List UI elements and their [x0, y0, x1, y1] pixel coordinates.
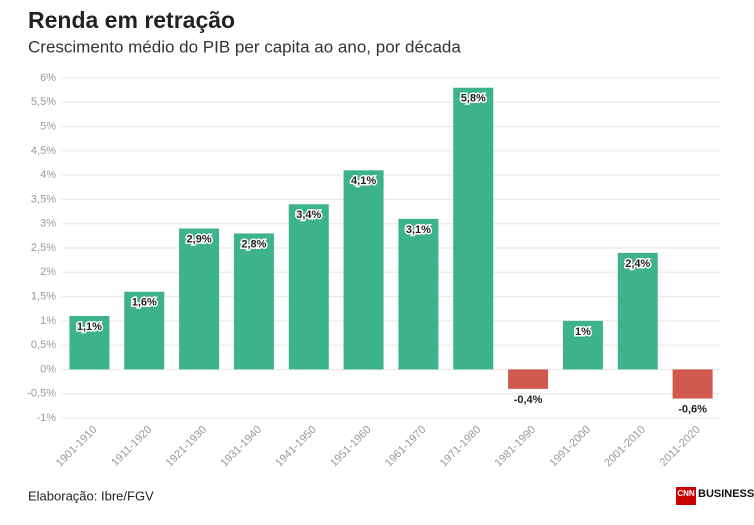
logo-section: BUSINESS. — [698, 488, 754, 500]
chart-subtitle: Crescimento médio do PIB per capita ao a… — [28, 37, 461, 56]
y-tick-label: 1,5% — [31, 290, 56, 302]
x-tick-label: 1991-2000 — [547, 424, 593, 470]
logo-box — [676, 487, 696, 505]
value-label: 1,1% — [77, 321, 102, 333]
value-label: 1% — [575, 326, 591, 338]
x-tick-label: 2001-2010 — [602, 424, 648, 470]
bar — [179, 228, 220, 370]
y-tick-label: 0% — [40, 363, 56, 375]
y-tick-label: 2,5% — [31, 242, 56, 254]
y-tick-label: 3% — [40, 218, 56, 230]
y-tick-label: 1% — [40, 315, 56, 327]
x-tick-label: 1971-1980 — [438, 424, 484, 470]
value-label: 1,6% — [132, 297, 157, 309]
bar — [233, 233, 274, 370]
x-tick-label: 1911-1920 — [109, 424, 154, 469]
value-label: 4,1% — [351, 175, 376, 187]
value-label: 5,8% — [461, 93, 486, 105]
value-label: -0,6% — [678, 403, 707, 415]
bar — [124, 291, 165, 370]
x-tick-label: 1941-1950 — [273, 424, 319, 470]
value-label: 3,4% — [296, 209, 321, 221]
y-tick-label: 5,5% — [31, 96, 56, 108]
bar — [672, 369, 713, 399]
y-tick-label: 5% — [40, 120, 56, 132]
value-label: 2,8% — [241, 238, 266, 250]
value-label: 2,9% — [187, 233, 212, 245]
y-tick-label: 0,5% — [31, 339, 56, 351]
x-tick-label: 1981-1990 — [493, 424, 539, 470]
bar — [69, 316, 110, 370]
y-tick-label: 2% — [40, 266, 56, 278]
bar — [508, 369, 549, 389]
y-tick-label: 3,5% — [31, 193, 56, 205]
y-tick-label: -1% — [36, 412, 56, 424]
y-tick-label: -0,5% — [27, 388, 56, 400]
value-label: 3,1% — [406, 224, 431, 236]
y-tick-label: 6% — [40, 72, 56, 84]
x-tick-label: 1961-1970 — [383, 424, 429, 470]
bar — [617, 252, 658, 370]
x-tick-label: 1931-1940 — [218, 424, 264, 470]
y-tick-label: 4,5% — [31, 145, 56, 157]
x-tick-label: 1951-1960 — [328, 424, 374, 470]
bar — [398, 218, 439, 370]
logo-brand: CNN — [677, 489, 695, 498]
value-label: 2,4% — [625, 258, 650, 270]
bar — [562, 320, 603, 370]
bar — [453, 87, 494, 370]
x-tick-label: 1921-1930 — [164, 424, 210, 470]
chart-title: Renda em retração — [28, 7, 235, 33]
y-tick-label: 4% — [40, 169, 56, 181]
x-tick-label: 2011-2020 — [658, 424, 703, 469]
x-tick-label: 1901-1910 — [54, 424, 100, 470]
value-label: -0,4% — [514, 394, 543, 406]
bar — [343, 170, 384, 370]
bar — [288, 204, 329, 370]
source: Elaboração: Ibre/FGV — [28, 488, 154, 503]
